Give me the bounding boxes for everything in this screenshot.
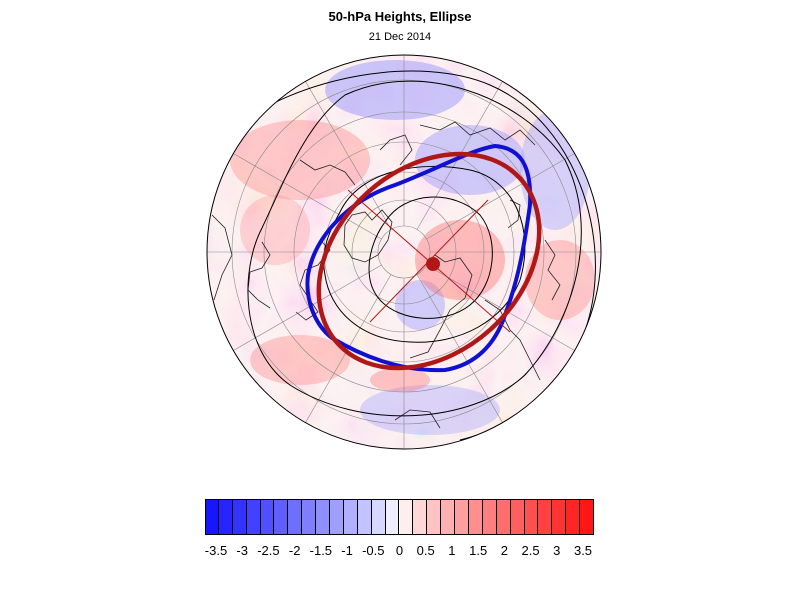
color-scale-tick-label: -3 [236, 543, 248, 558]
color-scale-box [343, 499, 358, 535]
color-scale-tick-label: -1.5 [309, 543, 333, 558]
color-scale-tick-label: -1 [341, 543, 353, 558]
color-scale-box [552, 499, 567, 535]
color-scale-tick-label: 1 [448, 543, 456, 558]
color-scale-box [371, 499, 386, 535]
globe-outline [206, 54, 602, 450]
color-scale-box [441, 499, 456, 535]
color-scale-box [468, 499, 483, 535]
map-title: 50-hPa Heights, Ellipse [328, 9, 472, 24]
color-scale-box [260, 499, 275, 535]
color-scale-box [566, 499, 581, 535]
color-scale-box [413, 499, 428, 535]
color-scale-tick-label: 2 [500, 543, 508, 558]
color-scale-box [399, 499, 414, 535]
color-scale-box [246, 499, 261, 535]
color-scale-tick-label: -2 [288, 543, 301, 558]
color-scale-box [427, 499, 442, 535]
color-scale-box [510, 499, 525, 535]
color-scale-tick-label: 2.5 [521, 543, 540, 558]
color-scale-box [538, 499, 553, 535]
color-scale-tick-label: -3.5 [204, 543, 228, 558]
color-scale-box [302, 499, 317, 535]
meridians [207, 55, 601, 449]
ellipse-center [426, 257, 440, 271]
color-scale-bar [205, 499, 594, 535]
color-scale-tick-label: -0.5 [362, 543, 385, 558]
color-scale-box [385, 499, 400, 535]
coastlines [211, 121, 561, 429]
meridian-line [303, 78, 392, 230]
color-scale-tick-label: 0.5 [416, 543, 435, 558]
color-scale-box [205, 499, 219, 535]
meridian-line [426, 151, 578, 240]
color-scale-box [218, 499, 233, 535]
color-scale-tick-label: 3 [553, 543, 561, 558]
color-scale-box [232, 499, 247, 535]
color-scale-box [482, 499, 497, 535]
color-scale-box [330, 499, 344, 535]
color-scale-frame [205, 499, 594, 535]
color-scale-box [316, 499, 331, 535]
color-scale-box [455, 499, 469, 535]
color-scale-box [274, 499, 289, 535]
color-scale-box [496, 499, 511, 535]
meridian-line [230, 151, 382, 240]
vortex-edge-line [305, 143, 533, 373]
color-scale-box [357, 499, 372, 535]
color-scale-tick-label: 0 [395, 543, 404, 558]
color-scale-tick-label: 3.5 [573, 543, 593, 558]
map-date: 21 Dec 2014 [368, 31, 432, 43]
color-scale-tick-label: -2.5 [257, 543, 280, 558]
color-scale-tick-label: 1.5 [469, 543, 488, 558]
color-scale-box [524, 499, 539, 535]
fitted-ellipse [316, 151, 542, 371]
color-scale-box [288, 499, 303, 535]
